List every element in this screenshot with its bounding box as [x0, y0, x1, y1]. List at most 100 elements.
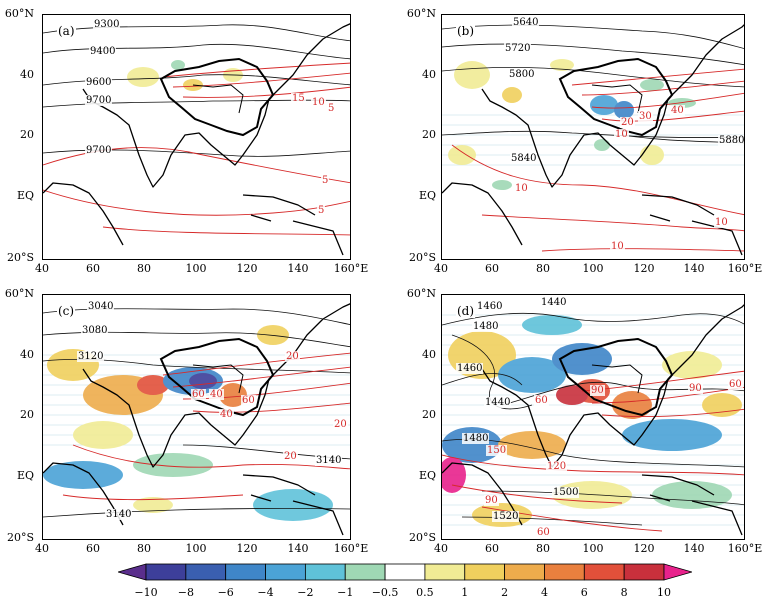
- shade-d-14: [662, 351, 722, 379]
- jet-c-2: [172, 366, 350, 388]
- jet-label-a-1: 15: [291, 93, 306, 104]
- jet-label-a-3: 5: [327, 103, 336, 114]
- lon-tick-160e: 160°E: [333, 262, 369, 275]
- lon-tick-140: 140: [287, 542, 309, 555]
- colorbar-segment: [344, 563, 386, 581]
- jet-d-4: [442, 454, 744, 476]
- lat-tick-eq: EQ: [16, 469, 34, 482]
- lon-tick-120: 120: [633, 262, 655, 275]
- contour-label-d-8: 1520: [492, 511, 520, 522]
- lon-tick-40: 40: [35, 542, 49, 555]
- shade-b-2: [502, 87, 522, 103]
- contour-label-c-3: 3120: [77, 351, 105, 362]
- jet-b-3: [591, 92, 744, 109]
- map-frame-a: (a) 9300 9400 9600 9700 9700 15 10 5 5 5: [42, 14, 351, 260]
- colorbar-segment: [185, 563, 227, 581]
- shade-d-5: [556, 385, 588, 405]
- jet-label-c-3: 40: [209, 389, 224, 400]
- lat-tick-40: 40: [422, 348, 436, 361]
- contour-d-1460: [442, 312, 744, 326]
- shade-b-4: [614, 101, 634, 119]
- shade-b-11: [594, 139, 610, 151]
- lat-tick-eq: EQ: [418, 189, 436, 202]
- shade-d-10: [622, 419, 722, 451]
- lat-tick-20: 20: [20, 128, 34, 141]
- shade-c-11: [257, 325, 289, 345]
- contour-d-1440: [501, 381, 744, 406]
- contour-label-d-3: 1480: [472, 321, 500, 332]
- shade-c-12: [133, 497, 173, 513]
- contour-label-d-7: 1500: [552, 487, 580, 498]
- jet-label-b-4: 10: [614, 129, 629, 140]
- lon-tick-140: 140: [683, 542, 705, 555]
- black-contours-a: [43, 24, 350, 157]
- jet-label-b-1: 40: [670, 105, 685, 116]
- jet-d-2: [591, 386, 744, 404]
- lon-tick-100: 100: [582, 542, 604, 555]
- jet-b-4: [601, 110, 744, 122]
- map-frame-d: (d) 1460 1440 1480 1460 1440 1480 1500 1…: [441, 294, 745, 540]
- shade-d-8: [442, 457, 466, 493]
- lon-tick-120: 120: [236, 262, 258, 275]
- colorbar-tick-label: 1: [461, 586, 469, 599]
- jet-c-6: [62, 494, 244, 501]
- lon-tick-80: 80: [137, 262, 151, 275]
- colorbar-tick-label: 2: [501, 586, 509, 599]
- panel-b: 60°N 40 20 EQ 20°S: [398, 0, 775, 280]
- jet-label-c-1: 20: [285, 351, 300, 362]
- contour-d-1520: [461, 516, 643, 526]
- lon-tick-60: 60: [485, 262, 499, 275]
- shade-c-7: [43, 461, 123, 489]
- jet-a-1: [162, 62, 350, 78]
- jet-c-4: [192, 402, 350, 413]
- lat-tick-20: 20: [422, 408, 436, 421]
- coast-b-main: [442, 24, 744, 246]
- contour-label-d-4: 1460: [456, 363, 484, 374]
- contour-label-d-2: 1440: [540, 297, 568, 308]
- jet-d-5: [451, 484, 623, 504]
- jet-b-6: [481, 214, 744, 232]
- colorbar-segment: [424, 563, 466, 581]
- colorbar-tick-label: −8: [177, 586, 194, 599]
- jet-label-d-8: 60: [536, 527, 551, 538]
- shade-a-4: [171, 60, 185, 70]
- shade-c-8: [133, 453, 213, 477]
- colorbar-segment: [145, 563, 187, 581]
- shading-b: [448, 59, 696, 190]
- contour-label-c-2: 3080: [81, 325, 109, 336]
- jet-label-d-2: 60: [534, 395, 549, 406]
- lat-tick-60n: 60°N: [4, 7, 34, 20]
- islands-a: [242, 194, 344, 256]
- jet-label-b-5: 10: [514, 183, 529, 194]
- jet-label-a-4: 5: [321, 175, 330, 186]
- lon-tick-40: 40: [434, 262, 448, 275]
- contour-label-d-1: 1460: [476, 301, 504, 312]
- shade-b-5: [640, 79, 664, 91]
- lat-tick-60n: 60°N: [406, 7, 436, 20]
- colorbar: −10 −8 −6 −4 −2 −1 −0.5 0.5 1 2 4 6 8 10: [116, 560, 694, 600]
- contour-b-5800: [442, 66, 744, 88]
- lat-tick-20s: 20°S: [408, 531, 436, 544]
- jet-a-3: [182, 86, 350, 98]
- islands-b: [641, 194, 743, 256]
- lon-tick-160e: 160°E: [727, 262, 763, 275]
- map-frame-c: (c) 3040 3080 3120 3140 3140 20 60 40 60…: [42, 294, 351, 540]
- jet-a-6: [102, 226, 350, 236]
- lat-tick-40: 40: [20, 348, 34, 361]
- lon-tick-80: 80: [536, 262, 550, 275]
- jet-b-7: [541, 248, 744, 252]
- coastline-b: [442, 24, 744, 256]
- lat-tick-40: 40: [20, 68, 34, 81]
- colorbar-tick-label: −0.5: [371, 586, 399, 599]
- jet-label-b-2: 30: [638, 111, 653, 122]
- shade-d-12: [652, 481, 732, 509]
- colorbar-segment: [265, 563, 306, 581]
- black-contours-b: [442, 24, 744, 144]
- coast-a-main: [43, 23, 350, 246]
- jet-b-5: [451, 144, 744, 216]
- colorbar-tick-label: 0.5: [416, 586, 434, 599]
- colorbar-low-extend: [116, 563, 147, 581]
- lat-tick-60n: 60°N: [4, 287, 34, 300]
- jet-b-1: [571, 68, 744, 86]
- lat-tick-eq: EQ: [418, 469, 436, 482]
